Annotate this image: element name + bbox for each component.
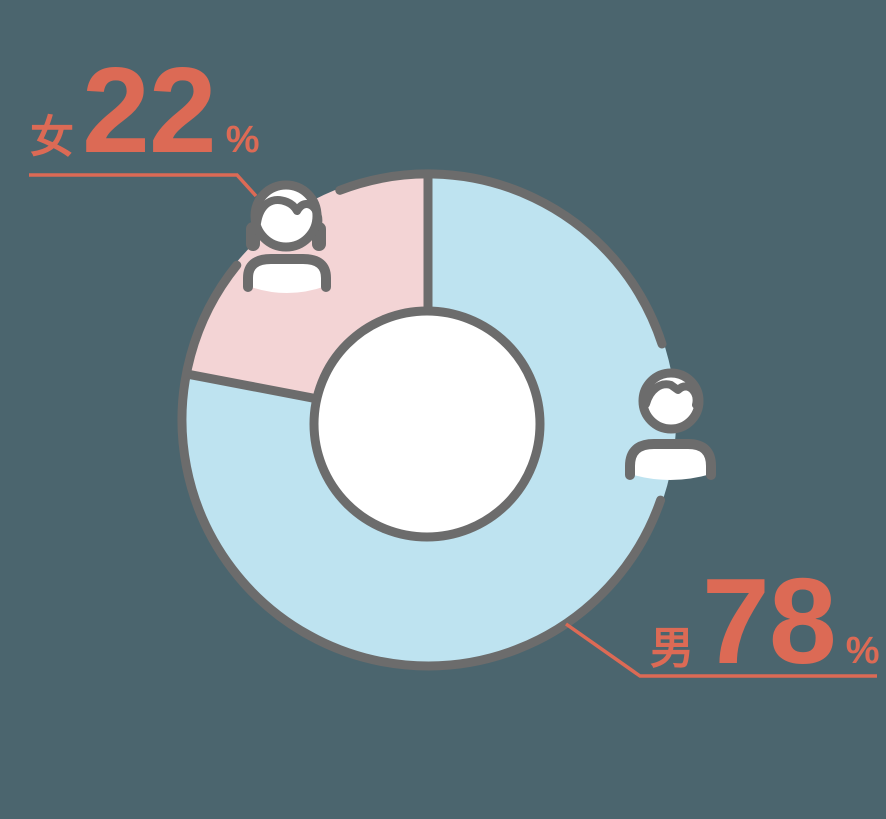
female-value: 22 (82, 42, 217, 178)
male-percent-sign: % (845, 630, 880, 672)
male-hairline (642, 380, 701, 409)
female-category-label: 女 (30, 113, 74, 162)
female-torso-fill (248, 259, 326, 293)
male-callout-line (564, 622, 877, 678)
donut-outline-arc (335, 169, 667, 349)
female-percent-sign: % (225, 119, 260, 161)
slice-divider (185, 369, 331, 406)
donut-hole (309, 306, 545, 542)
male-label: 男 78 % (650, 560, 880, 682)
female-person-icon (243, 180, 331, 293)
male-person-icon (625, 368, 716, 480)
male-category-label: 男 (650, 624, 694, 673)
donut-outline-arcs (177, 169, 667, 671)
male-torso-outline (625, 439, 716, 480)
female-head (250, 180, 322, 252)
female-label: 女 22 % (30, 49, 260, 171)
male-value: 78 (702, 553, 837, 689)
female-callout-line (29, 173, 258, 198)
female-hairline (253, 196, 323, 228)
donut-outline-arc (177, 260, 666, 671)
female-torso-outline (243, 254, 331, 292)
male-torso-fill (630, 444, 711, 480)
slice-dividers (185, 174, 433, 406)
